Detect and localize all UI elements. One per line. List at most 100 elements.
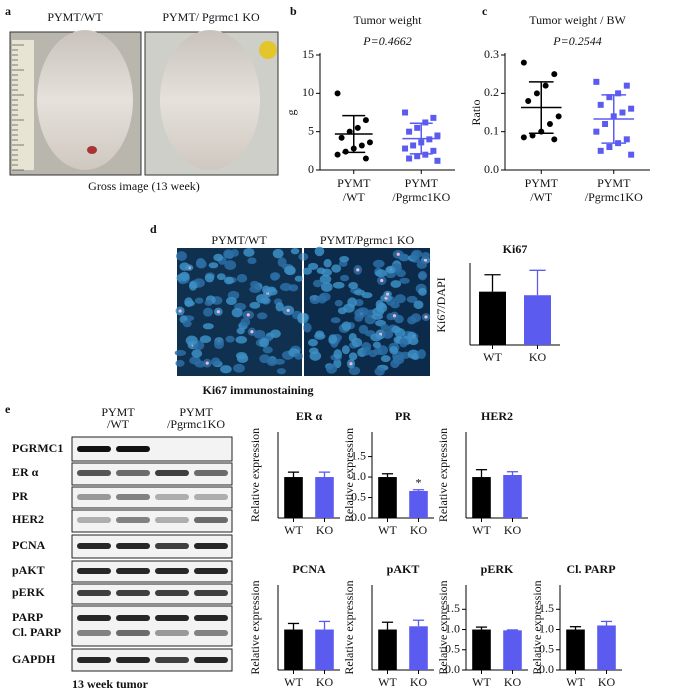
nucleus — [266, 357, 278, 367]
ki67-dot — [216, 310, 220, 314]
y-tick-label: 0.2 — [484, 85, 499, 99]
x-tick-label: WT — [378, 675, 397, 689]
blot-box — [71, 583, 233, 605]
nucleus — [309, 351, 322, 361]
mark — [87, 146, 97, 154]
y-axis-label: Relative expression — [248, 580, 262, 674]
ruler — [12, 40, 34, 170]
nucleus — [332, 281, 345, 289]
nucleus — [294, 275, 303, 282]
row-label: HER2 — [12, 512, 44, 526]
nucleus — [184, 300, 195, 307]
nucleus — [231, 307, 243, 318]
nucleus — [375, 269, 387, 278]
row-label: pERK — [12, 585, 45, 599]
photo-label: PYMT/WT — [47, 10, 103, 24]
ki67-dot — [250, 330, 254, 334]
data-point — [406, 155, 413, 162]
data-point — [338, 134, 345, 141]
band — [116, 590, 150, 596]
data-point — [520, 59, 527, 66]
y-axis-label: Relative expression — [530, 580, 544, 674]
bar — [284, 629, 303, 670]
chart-title: PR — [395, 409, 411, 423]
data-point — [551, 136, 558, 143]
nucleus — [225, 335, 235, 343]
nucleus — [407, 316, 417, 325]
panel-label: e — [5, 402, 11, 416]
y-tick-label: 0.0 — [484, 162, 499, 176]
data-point — [602, 121, 609, 127]
bar — [284, 477, 303, 518]
nucleus — [175, 359, 185, 367]
blot-box — [71, 509, 233, 533]
data-point — [623, 136, 630, 143]
data-point — [525, 98, 532, 104]
nucleus — [386, 266, 396, 274]
data-point — [422, 119, 429, 126]
nucleus — [348, 352, 358, 361]
nucleus — [333, 349, 343, 359]
row-label: Cl. PARP — [12, 625, 61, 639]
data-point — [362, 117, 369, 124]
chart-title: pAKT — [387, 562, 420, 576]
ki67-dot — [392, 314, 397, 318]
nucleus — [249, 285, 262, 293]
data-point — [402, 109, 409, 116]
nucleus — [354, 308, 365, 318]
nucleus — [380, 323, 389, 331]
y-axis-label: g — [284, 110, 298, 116]
group-label: PYMT — [101, 405, 135, 419]
band — [116, 630, 150, 636]
band — [194, 590, 228, 596]
y-tick-label: 1.0 — [445, 621, 460, 635]
nucleus — [394, 327, 406, 338]
band — [77, 446, 111, 452]
data-point — [342, 148, 349, 155]
panel-label: b — [290, 4, 297, 18]
nucleus — [371, 313, 384, 320]
data-point — [529, 132, 536, 139]
data-point — [354, 124, 361, 131]
nucleus — [213, 253, 224, 262]
ki67-dot — [396, 252, 400, 256]
caption: Gross image (13 week) — [88, 179, 200, 193]
data-point — [422, 151, 429, 158]
nucleus — [224, 260, 237, 271]
band — [194, 568, 228, 574]
nucleus — [362, 346, 371, 356]
nucleus — [380, 355, 391, 363]
nucleus — [235, 335, 248, 344]
band — [77, 590, 111, 596]
data-point — [414, 124, 421, 131]
row-label: PARP — [12, 610, 43, 624]
nucleus — [320, 282, 333, 292]
nucleus — [406, 295, 418, 303]
nucleus — [210, 357, 221, 366]
nucleus — [202, 323, 214, 330]
nucleus — [249, 301, 261, 309]
nucleus — [418, 270, 428, 281]
data-point — [346, 128, 353, 135]
band — [155, 543, 189, 549]
nucleus — [236, 273, 248, 283]
x-tick-label: PYMT — [525, 176, 559, 190]
nucleus — [204, 299, 213, 306]
data-point — [551, 71, 558, 78]
nucleus — [288, 284, 299, 292]
band — [116, 446, 150, 452]
nucleus — [307, 262, 319, 270]
nucleus — [240, 317, 251, 327]
data-point — [597, 147, 604, 154]
y-tick-label: 1.0 — [539, 621, 554, 635]
panel-label: a — [5, 4, 11, 18]
band — [77, 568, 111, 574]
x-tick-label: WT — [566, 675, 585, 689]
x-tick-label: KO — [598, 675, 616, 689]
y-tick-label: 1.0 — [351, 469, 366, 483]
nucleus — [247, 257, 257, 265]
tag — [259, 41, 277, 59]
ki67-dot — [424, 315, 428, 319]
y-tick-label: 5 — [308, 123, 314, 137]
